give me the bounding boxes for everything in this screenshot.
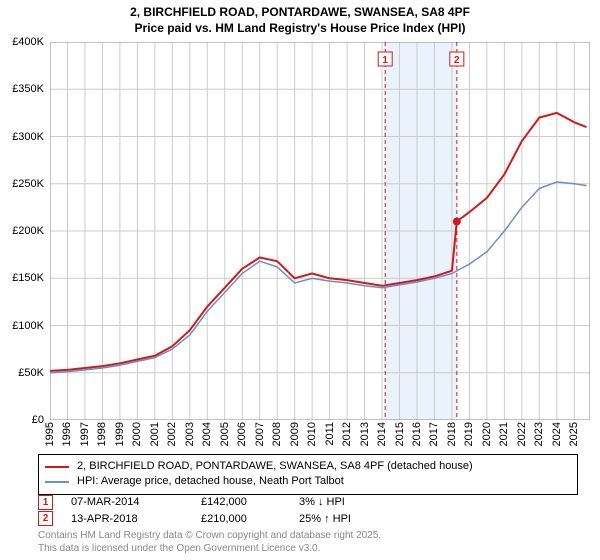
x-tick-label: 2006 [236,422,248,446]
sale-price: £210,000 [201,511,281,528]
x-tick-label: 2011 [324,422,336,446]
x-tick-label: 2013 [359,422,371,446]
y-tick-label: £250K [12,178,44,190]
x-tick-label: 2015 [394,422,406,446]
svg-text:2: 2 [454,55,460,66]
x-tick-label: 2021 [498,422,510,446]
y-tick-label: £50K [18,367,44,379]
sale-row: 1 07-MAR-2014 £142,000 3% ↓ HPI [38,494,578,511]
legend-item: 2, BIRCHFIELD ROAD, PONTARDAWE, SWANSEA,… [45,459,571,474]
x-tick-label: 2010 [306,422,318,446]
sale-marker-box: 2 [38,511,53,526]
y-axis: £0£50K£100K£150K£200K£250K£300K£350K£400… [0,42,48,420]
y-tick-label: £300K [12,131,44,143]
x-tick-label: 2016 [411,422,423,446]
x-tick-label: 2019 [463,422,475,446]
sale-price: £142,000 [201,494,281,511]
y-tick-label: £400K [12,36,44,48]
x-tick-label: 1997 [79,422,91,446]
x-tick-label: 2005 [219,422,231,446]
x-tick-label: 1995 [44,422,56,446]
sale-delta: 3% ↓ HPI [299,494,379,511]
legend-label: HPI: Average price, detached house, Neat… [77,474,344,489]
y-tick-label: £100K [12,320,44,332]
chart-area: 12 [50,42,590,420]
x-axis: 1995199619971998199920002001200220032004… [50,420,590,444]
y-tick-label: £350K [12,83,44,95]
chart-svg: 12 [50,42,590,420]
x-tick-label: 2009 [289,422,301,446]
title-line2: Price paid vs. HM Land Registry's House … [0,20,600,36]
chart-container: 2, BIRCHFIELD ROAD, PONTARDAWE, SWANSEA,… [0,0,600,560]
x-tick-label: 2000 [131,422,143,446]
x-tick-label: 2004 [201,422,213,446]
y-tick-label: £0 [32,414,44,426]
y-tick-label: £150K [12,272,44,284]
sale-row: 2 13-APR-2018 £210,000 25% ↑ HPI [38,511,578,528]
sales-table: 1 07-MAR-2014 £142,000 3% ↓ HPI 2 13-APR-2018… [38,494,578,527]
x-tick-label: 2025 [568,422,580,446]
footnote-line2: This data is licensed under the Open Gov… [38,543,578,556]
sale-delta: 25% ↑ HPI [299,511,379,528]
footnote: Contains HM Land Registry data © Crown c… [38,530,578,555]
x-tick-label: 1999 [114,422,126,446]
sale-date: 13-APR-2018 [71,511,183,528]
x-tick-label: 2023 [533,422,545,446]
x-tick-label: 2022 [516,422,528,446]
x-tick-label: 2002 [166,422,178,446]
legend-item: HPI: Average price, detached house, Neat… [45,474,571,489]
x-tick-label: 2001 [149,422,161,446]
y-tick-label: £200K [12,225,44,237]
x-tick-label: 2017 [428,422,440,446]
x-tick-label: 2018 [446,422,458,446]
x-tick-label: 2007 [254,422,266,446]
x-tick-label: 2003 [184,422,196,446]
svg-text:1: 1 [382,55,388,66]
legend-swatch [45,466,69,468]
x-tick-label: 2012 [341,422,353,446]
x-tick-label: 2014 [376,422,388,446]
title-block: 2, BIRCHFIELD ROAD, PONTARDAWE, SWANSEA,… [0,0,600,36]
x-tick-label: 2008 [271,422,283,446]
legend: 2, BIRCHFIELD ROAD, PONTARDAWE, SWANSEA,… [38,454,578,495]
x-tick-label: 2024 [551,422,563,446]
x-tick-label: 2020 [481,422,493,446]
x-tick-label: 1996 [61,422,73,446]
title-line1: 2, BIRCHFIELD ROAD, PONTARDAWE, SWANSEA,… [0,4,600,20]
sale-marker-box: 1 [38,495,53,510]
footnote-line1: Contains HM Land Registry data © Crown c… [38,530,578,543]
legend-label: 2, BIRCHFIELD ROAD, PONTARDAWE, SWANSEA,… [77,459,473,474]
legend-swatch [45,481,69,483]
x-tick-label: 1998 [96,422,108,446]
sale-date: 07-MAR-2014 [71,494,183,511]
